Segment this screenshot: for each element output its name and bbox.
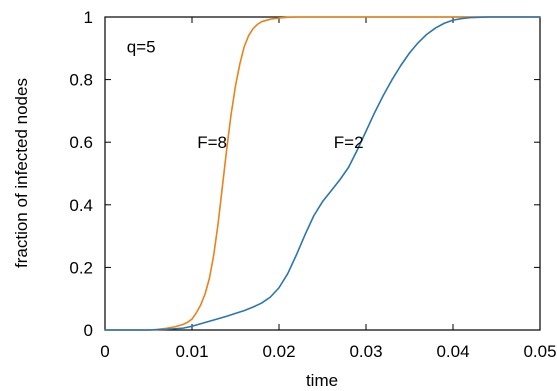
axis-ticks: 0 0.01 0.02 0.03 0.04 0.05 0 0.2 0.4 0.6 0.8 1 — [69, 8, 556, 361]
y-tick-label: 0.8 — [69, 71, 93, 90]
series-line-0 — [104, 16, 541, 331]
annotation-label: F=8 — [197, 133, 227, 152]
x-tick-label: 0 — [100, 342, 109, 361]
x-tick-label: 0.02 — [262, 342, 295, 361]
x-tick-label: 0.03 — [349, 342, 382, 361]
y-tick-label: 0.6 — [69, 133, 93, 152]
y-tick-label: 0.2 — [69, 258, 93, 277]
y-tick-label: 1 — [84, 8, 93, 27]
annotation-layer: q=5 F=8 F=2 — [127, 38, 364, 152]
x-tick-label: 0.04 — [436, 342, 469, 361]
y-tick-label: 0 — [84, 321, 93, 340]
x-axis-label: time — [306, 371, 338, 390]
series-layer — [104, 16, 541, 331]
annotation-label: q=5 — [127, 38, 156, 57]
plot-frame — [104, 16, 541, 331]
y-axis-label: fraction of infected nodes — [12, 78, 31, 268]
y-tick-label: 0.4 — [69, 196, 93, 215]
x-tick-label: 0.05 — [523, 342, 556, 361]
annotation-label: F=2 — [334, 133, 364, 152]
series-line-1 — [104, 16, 541, 331]
x-tick-label: 0.01 — [175, 342, 208, 361]
